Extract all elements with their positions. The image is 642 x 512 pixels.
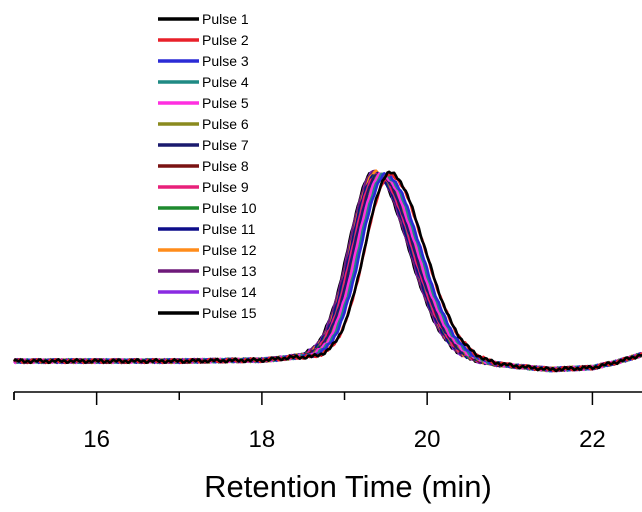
x-tick-label: 16: [83, 426, 110, 453]
legend-label-10: Pulse 10: [202, 200, 257, 216]
legend: Pulse 1 Pulse 2 Pulse 3 Pulse 4 Pulse 5 Pulse…: [158, 11, 257, 321]
legend-label-1: Pulse 1: [202, 11, 249, 27]
legend-label-11: Pulse 11: [202, 221, 256, 237]
series-line-5: [13, 172, 642, 372]
legend-label-8: Pulse 8: [202, 158, 249, 174]
legend-label-6: Pulse 6: [202, 116, 249, 132]
legend-label-9: Pulse 9: [202, 179, 249, 195]
x-tick-label: 20: [414, 426, 441, 453]
legend-label-5: Pulse 5: [202, 95, 249, 111]
x-axis-tick-labels: 16 18 20 22: [83, 426, 605, 453]
series-line-1: [13, 170, 642, 373]
x-tick-label: 18: [249, 426, 276, 453]
legend-label-14: Pulse 14: [202, 284, 257, 300]
legend-label-15: Pulse 15: [202, 305, 257, 321]
legend-label-12: Pulse 12: [202, 242, 257, 258]
x-tick-label: 22: [579, 426, 606, 453]
legend-label-3: Pulse 3: [202, 53, 249, 69]
series-lines: [13, 169, 642, 373]
x-axis-ticks: [13, 392, 594, 405]
legend-label-2: Pulse 2: [202, 32, 249, 48]
legend-label-7: Pulse 7: [202, 137, 249, 153]
legend-label-4: Pulse 4: [202, 74, 249, 90]
x-axis-title: Retention Time (min): [204, 469, 492, 504]
legend-label-13: Pulse 13: [202, 263, 257, 279]
